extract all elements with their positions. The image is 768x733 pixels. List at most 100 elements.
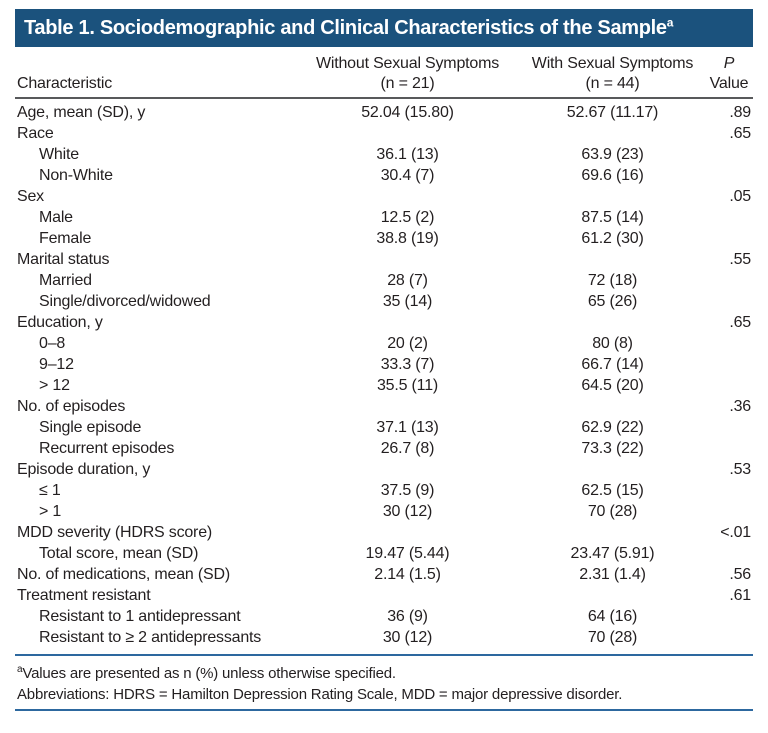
cell-p-value: .55: [729, 251, 751, 268]
table-row: Age, mean (SD), y 52.04 (15.80) 52.67 (1…: [15, 98, 753, 123]
cell-without-symptoms: 33.3 (7): [380, 356, 435, 373]
table-title-text: Table 1. Sociodemographic and Clinical C…: [24, 16, 667, 39]
cell-p-value: [705, 333, 753, 354]
cell-with-symptoms: 61.2 (30): [581, 230, 644, 247]
cell-with-symptoms: [520, 123, 705, 144]
cell-with-symptoms: 65 (26): [587, 293, 638, 310]
table-title: Table 1. Sociodemographic and Clinical C…: [24, 16, 673, 40]
cell-with-symptoms: 87.5 (14): [581, 209, 644, 226]
cell-p-value: [705, 438, 753, 459]
cell-characteristic: Male: [39, 209, 73, 226]
cell-with-symptoms: [520, 459, 705, 480]
table-row: Total score, mean (SD) 19.47 (5.44) 23.4…: [15, 543, 753, 564]
header-value: Value: [709, 75, 749, 92]
table-row: 9–12 33.3 (7) 66.7 (14): [15, 354, 753, 375]
cell-p-value: .65: [729, 125, 751, 142]
table-row: Education, y .65: [15, 312, 753, 333]
footnote-superscript: a: [17, 664, 23, 675]
cell-p-value: [705, 501, 753, 522]
table-row: Resistant to ≥ 2 antidepressants 30 (12)…: [15, 627, 753, 648]
header-without-symptoms-n: (n = 21): [380, 75, 435, 92]
table-row: Marital status .55: [15, 249, 753, 270]
cell-without-symptoms: 30 (12): [382, 503, 433, 520]
cell-with-symptoms: [520, 312, 705, 333]
cell-p-value: [705, 543, 753, 564]
cell-with-symptoms: 66.7 (14): [581, 356, 644, 373]
table-row: MDD severity (HDRS score) <.01: [15, 522, 753, 543]
cell-characteristic: Resistant to ≥ 2 antidepressants: [39, 629, 262, 646]
cell-with-symptoms: 70 (28): [587, 503, 638, 520]
cell-without-symptoms: 30 (12): [382, 629, 433, 646]
table-body: Age, mean (SD), y 52.04 (15.80) 52.67 (1…: [15, 98, 753, 648]
cell-without-symptoms: 37.5 (9): [380, 482, 435, 499]
cell-p-value: [705, 375, 753, 396]
cell-characteristic: Resistant to 1 antidepressant: [39, 608, 241, 625]
cell-with-symptoms: [520, 522, 705, 543]
cell-without-symptoms: 28 (7): [387, 272, 428, 289]
cell-with-symptoms: 80 (8): [592, 335, 633, 352]
cell-without-symptoms: 38.8 (19): [376, 230, 439, 247]
footnote-values: aValues are presented as n (%) unless ot…: [17, 659, 753, 684]
table-row: Sex .05: [15, 186, 753, 207]
cell-p-value: [705, 144, 753, 165]
cell-with-symptoms: 52.67 (11.17): [566, 104, 659, 121]
cell-without-symptoms: 37.1 (13): [376, 419, 439, 436]
cell-with-symptoms: 2.31 (1.4): [579, 566, 646, 583]
cell-without-symptoms: 52.04 (15.80): [361, 104, 454, 121]
cell-without-symptoms: [295, 249, 520, 270]
cell-characteristic: Treatment resistant: [17, 587, 151, 604]
cell-p-value: [705, 627, 753, 648]
cell-with-symptoms: 72 (18): [587, 272, 638, 289]
cell-without-symptoms: 20 (2): [387, 335, 428, 352]
cell-without-symptoms: 12.5 (2): [380, 209, 435, 226]
cell-with-symptoms: 63.9 (23): [581, 146, 644, 163]
cell-characteristic: > 12: [39, 377, 70, 394]
cell-characteristic: Single episode: [39, 419, 142, 436]
table-row: Resistant to 1 antidepressant 36 (9) 64 …: [15, 606, 753, 627]
cell-with-symptoms: 73.3 (22): [581, 440, 644, 457]
cell-p-value: [705, 165, 753, 186]
cell-characteristic: Sex: [17, 188, 44, 205]
cell-p-value: .56: [729, 566, 751, 583]
cell-characteristic: Non-White: [39, 167, 113, 184]
table-row: No. of medications, mean (SD) 2.14 (1.5)…: [15, 564, 753, 585]
cell-p-value: [705, 228, 753, 249]
cell-without-symptoms: 36 (9): [387, 608, 428, 625]
cell-characteristic: > 1: [39, 503, 62, 520]
cell-with-symptoms: [520, 249, 705, 270]
cell-without-symptoms: 19.47 (5.44): [365, 545, 450, 562]
cell-without-symptoms: 36.1 (13): [376, 146, 439, 163]
header-p-value: P Value: [705, 54, 753, 99]
cell-p-value: [705, 207, 753, 228]
footnotes: aValues are presented as n (%) unless ot…: [15, 656, 753, 707]
cell-p-value: .36: [729, 398, 751, 415]
table-row: Male 12.5 (2) 87.5 (14): [15, 207, 753, 228]
cell-p-value: [705, 291, 753, 312]
cell-p-value: [705, 417, 753, 438]
cell-with-symptoms: [520, 585, 705, 606]
cell-characteristic: No. of medications, mean (SD): [17, 566, 230, 583]
header-with-symptoms-label: With Sexual Symptoms: [531, 55, 694, 72]
cell-characteristic: 9–12: [39, 356, 74, 373]
cell-without-symptoms: 35 (14): [382, 293, 433, 310]
bottom-divider: [15, 709, 753, 711]
table-row: > 1 30 (12) 70 (28): [15, 501, 753, 522]
table-row: Treatment resistant .61: [15, 585, 753, 606]
cell-with-symptoms: 64.5 (20): [581, 377, 644, 394]
cell-without-symptoms: [295, 522, 520, 543]
cell-characteristic: ≤ 1: [39, 482, 61, 499]
table-row: Female 38.8 (19) 61.2 (30): [15, 228, 753, 249]
cell-characteristic: MDD severity (HDRS score): [17, 524, 213, 541]
cell-characteristic: Single/divorced/widowed: [39, 293, 211, 310]
cell-p-value: [705, 480, 753, 501]
cell-with-symptoms: 23.47 (5.91): [570, 545, 655, 562]
cell-p-value: .53: [729, 461, 751, 478]
cell-p-value: [705, 270, 753, 291]
cell-p-value: .05: [729, 188, 751, 205]
cell-without-symptoms: 30.4 (7): [380, 167, 435, 184]
table-title-bar: Table 1. Sociodemographic and Clinical C…: [15, 9, 753, 47]
header-with-symptoms: With Sexual Symptoms (n = 44): [520, 54, 705, 99]
footnote-values-text: Values are presented as n (%) unless oth…: [22, 665, 396, 682]
table-row: White 36.1 (13) 63.9 (23): [15, 144, 753, 165]
cell-characteristic: White: [39, 146, 79, 163]
